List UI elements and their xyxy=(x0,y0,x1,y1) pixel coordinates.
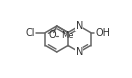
Text: O: O xyxy=(49,30,56,40)
Text: OH: OH xyxy=(95,28,110,38)
Text: Me: Me xyxy=(61,32,73,40)
Text: Cl: Cl xyxy=(26,28,35,38)
Text: N: N xyxy=(76,47,83,57)
Text: N: N xyxy=(76,21,83,31)
